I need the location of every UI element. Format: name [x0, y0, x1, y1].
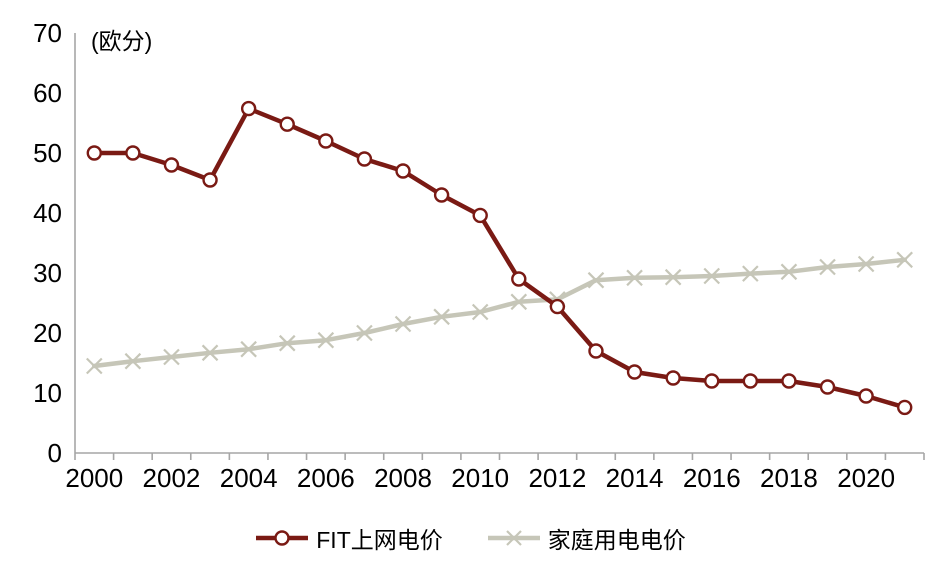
x-axis-tick-label: 2010: [451, 463, 509, 493]
x-axis-tick-label: 2016: [683, 463, 741, 493]
data-point-fit: [665, 370, 681, 386]
data-point-fit: [279, 116, 295, 132]
data-point-fit: [588, 343, 604, 359]
data-point-fit: [704, 373, 720, 389]
data-point-fit: [433, 187, 450, 203]
legend-item-household: 家庭用电电价: [487, 521, 686, 555]
data-point-fit: [318, 133, 334, 149]
legend-label-household: 家庭用电电价: [547, 527, 686, 553]
data-point-fit: [626, 364, 643, 380]
x-axis-tick-label: 2006: [297, 463, 355, 493]
data-point-household: [240, 340, 257, 358]
x-axis-tick-label: 2004: [220, 463, 278, 493]
data-point-household: [742, 265, 759, 282]
data-point-fit: [125, 145, 141, 161]
data-point-household: [124, 352, 142, 370]
data-point-household: [278, 334, 296, 352]
data-point-household: [471, 303, 489, 321]
data-point-fit: [395, 163, 411, 179]
data-point-fit: [240, 100, 257, 117]
data-point-fit: [511, 271, 527, 287]
x-axis-tick-label: 2008: [374, 463, 432, 493]
data-point-fit: [742, 373, 759, 389]
data-point-fit: [86, 145, 102, 161]
data-point-household: [317, 331, 335, 349]
y-axis-tick-label: 60: [33, 78, 62, 108]
data-point-household: [819, 258, 836, 276]
series-line-fit: [92, 106, 907, 410]
legend-label-fit: FIT上网电价: [316, 527, 443, 553]
data-point-fit: [356, 151, 373, 167]
y-axis-tick-label: 0: [48, 438, 62, 468]
data-point-fit: [897, 399, 913, 416]
data-point-household: [510, 293, 528, 311]
y-axis-tick-label: 50: [33, 138, 62, 168]
data-point-fit: [819, 379, 836, 395]
data-point-household: [896, 251, 913, 269]
x-axis-tick-label: 2014: [606, 463, 664, 493]
data-point-household: [857, 255, 875, 273]
y-axis-unit-label: (欧分): [91, 28, 153, 54]
x-axis-tick-label: 2000: [65, 463, 123, 493]
data-point-fit: [549, 298, 566, 315]
data-point-household: [433, 308, 450, 326]
data-point-household: [201, 344, 219, 362]
y-axis-tick-label: 40: [33, 198, 62, 228]
y-axis-tick-label: 30: [33, 258, 62, 288]
x-axis-tick-label: 2018: [760, 463, 818, 493]
legend: FIT上网电价 家庭用电电价: [0, 521, 941, 555]
data-point-household: [664, 268, 682, 286]
y-axis-tick-label: 70: [33, 18, 62, 48]
data-point-household: [394, 315, 412, 333]
y-axis-tick-label: 20: [33, 318, 62, 348]
data-point-household: [356, 324, 373, 342]
x-axis-tick-label: 2020: [837, 463, 895, 493]
data-point-fit: [472, 207, 488, 224]
data-point-household: [163, 348, 180, 366]
data-point-household: [780, 263, 798, 281]
data-point-household: [703, 267, 721, 285]
data-point-fit: [781, 373, 797, 389]
data-point-fit: [858, 388, 874, 404]
data-point-household: [86, 357, 103, 375]
x-axis-tick-label: 2002: [143, 463, 201, 493]
y-axis-tick-label: 10: [33, 378, 62, 408]
series-line-household: [92, 257, 907, 369]
data-point-fit: [163, 157, 180, 173]
legend-marker-circle-icon: [256, 530, 309, 546]
data-point-household: [626, 269, 643, 287]
data-point-household: [587, 271, 605, 289]
data-point-fit: [202, 172, 218, 188]
x-axis-tick-label: 2012: [528, 463, 586, 493]
legend-marker-x-icon: [487, 530, 540, 546]
legend-item-fit: FIT上网电价: [255, 521, 443, 555]
